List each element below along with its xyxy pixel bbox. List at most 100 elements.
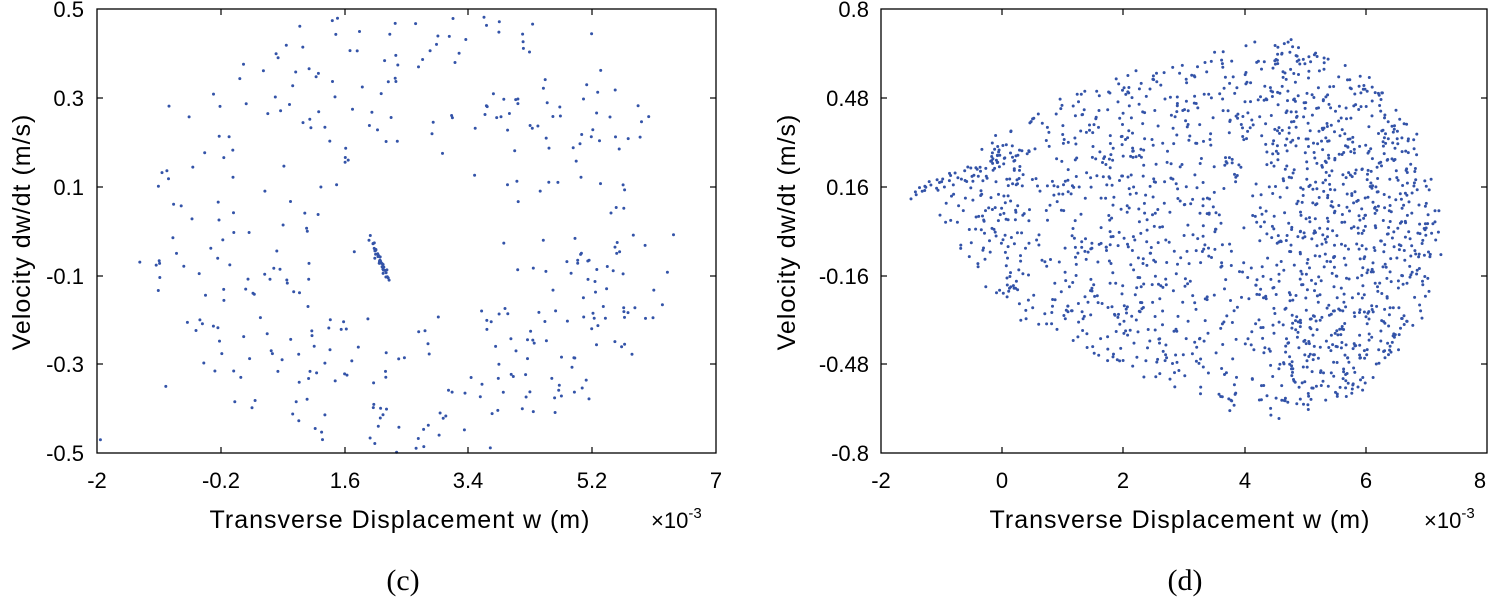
scatter-point — [1426, 213, 1430, 217]
scatter-point — [307, 67, 311, 71]
scatter-point — [1269, 406, 1273, 410]
scatter-point — [1161, 309, 1165, 313]
plot-frame-d — [880, 8, 1488, 454]
scatter-point — [497, 30, 501, 34]
scatter-point — [1294, 319, 1297, 323]
scatter-point — [1153, 328, 1157, 332]
scatter-point — [1377, 132, 1380, 135]
scatter-point — [1380, 164, 1383, 168]
scatter-point — [572, 390, 576, 394]
scatter-point — [1118, 322, 1122, 326]
scatter-point — [1218, 92, 1222, 96]
scatter-point-tail — [1097, 125, 1100, 129]
scatter-point — [1106, 359, 1110, 363]
scatter-point — [513, 149, 517, 153]
scatter-point — [1424, 184, 1428, 188]
scatter-point — [1397, 348, 1400, 352]
scatter-point — [1356, 226, 1360, 230]
scatter-point — [1290, 313, 1294, 317]
scatter-point — [1127, 104, 1131, 108]
scatter-point — [994, 234, 998, 238]
scatter-point-cluster — [376, 252, 380, 256]
scatter-point — [1288, 362, 1292, 366]
scatter-point — [1110, 305, 1114, 309]
scatter-point-tail — [956, 176, 960, 180]
scatter-point — [579, 251, 583, 255]
scatter-point — [1348, 173, 1352, 177]
scatter-point — [1316, 300, 1320, 304]
scatter-point — [1391, 306, 1395, 310]
y-axis-label-c: Velocity dw/dt (m/s) — [8, 114, 36, 351]
scatter-point — [1291, 321, 1295, 325]
scatter-point — [165, 169, 169, 173]
scatter-point — [343, 156, 347, 159]
scatter-point — [1129, 154, 1133, 158]
scatter-point-tail — [1033, 147, 1037, 151]
scatter-point — [1287, 126, 1291, 130]
scatter-point — [1399, 197, 1403, 201]
scatter-point — [1201, 224, 1205, 228]
scatter-point — [1118, 179, 1121, 182]
scatter-point — [1294, 294, 1298, 297]
scatter-point — [1004, 143, 1008, 147]
scatter-point — [1327, 153, 1330, 157]
scatter-point — [1265, 163, 1269, 167]
scatter-point — [1106, 108, 1110, 112]
scatter-point — [1369, 181, 1373, 185]
scatter-point — [1179, 256, 1183, 260]
scatter-point — [623, 342, 627, 346]
scatter-point — [1117, 312, 1120, 316]
scatter-point — [1327, 174, 1331, 178]
scatter-point — [1370, 308, 1374, 311]
scatter-point — [1090, 241, 1094, 245]
scatter-point — [497, 20, 501, 24]
scatter-point — [1408, 237, 1412, 241]
scatter-point — [1171, 362, 1174, 365]
scatter-point — [1421, 283, 1425, 287]
scatter-point — [521, 32, 525, 36]
scatter-point — [1332, 85, 1336, 88]
scatter-point — [1107, 214, 1111, 217]
scatter-point — [1320, 242, 1324, 246]
scatter-point — [1308, 326, 1312, 329]
scatter-point — [1421, 279, 1424, 283]
scatter-point — [1415, 268, 1419, 272]
scatter-point — [1310, 386, 1314, 390]
scatter-point — [1330, 271, 1334, 275]
scatter-point — [1418, 303, 1422, 307]
scatter-point — [1358, 356, 1362, 360]
scatter-point — [1310, 278, 1313, 282]
scatter-point — [1137, 87, 1141, 91]
scatter-point — [1175, 329, 1179, 333]
scatter-point — [1237, 163, 1241, 167]
scatter-point — [384, 369, 387, 373]
scatter-point — [1111, 158, 1115, 162]
scatter-point — [1134, 69, 1138, 73]
scatter-point — [570, 365, 574, 369]
scatter-point — [1249, 343, 1253, 347]
scatter-point — [1385, 295, 1389, 299]
scatter-point — [272, 266, 276, 270]
scatter-point — [569, 271, 573, 275]
scatter-point — [1046, 218, 1049, 222]
scatter-point — [1326, 57, 1330, 61]
scatter-point — [1304, 217, 1308, 221]
scatter-point — [1139, 155, 1143, 159]
scatter-point — [521, 40, 525, 44]
scatter-point — [384, 375, 388, 379]
scatter-point — [1392, 245, 1396, 249]
scatter-point — [1395, 137, 1399, 141]
scatter-point — [422, 427, 426, 431]
scatter-point — [1343, 322, 1347, 325]
scatter-point — [1273, 44, 1277, 47]
scatter-point — [194, 329, 198, 332]
scatter-point — [1352, 104, 1356, 108]
scatter-point — [1352, 151, 1356, 155]
scatter-point — [1208, 197, 1211, 201]
scatter-point — [1223, 163, 1227, 167]
scatter-point — [200, 322, 204, 326]
scatter-point — [593, 280, 597, 283]
scatter-point-cluster — [381, 263, 385, 266]
scatter-point — [1066, 168, 1070, 172]
scatter-point — [1342, 300, 1346, 304]
